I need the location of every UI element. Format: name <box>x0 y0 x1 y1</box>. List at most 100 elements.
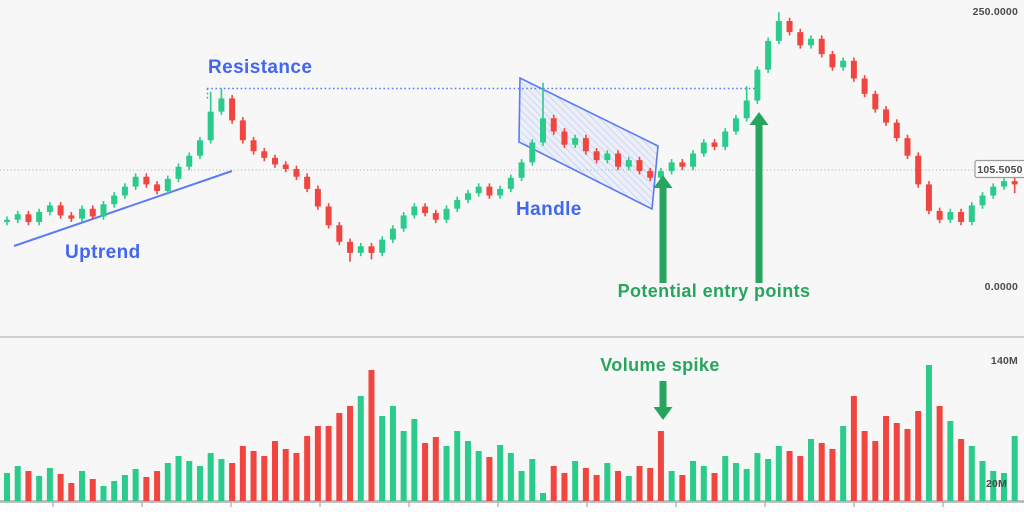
axis-bottom-margin <box>0 503 1024 512</box>
volume-series <box>4 365 1018 501</box>
candle-body <box>282 164 289 169</box>
volume-bar <box>432 437 439 501</box>
volume-bar <box>411 419 418 501</box>
candle-body <box>272 157 278 165</box>
candle-body <box>893 122 900 139</box>
volume-bar <box>561 473 568 501</box>
candle-body <box>636 160 643 172</box>
candle-body <box>111 195 118 205</box>
volume-bar <box>732 463 739 501</box>
candle-body <box>540 118 546 143</box>
volume-bar <box>196 466 203 501</box>
annotation-arrows <box>653 112 769 420</box>
candle-body <box>14 214 21 220</box>
candle-body <box>57 205 64 216</box>
candle-body <box>700 142 707 154</box>
candle-body <box>325 206 332 226</box>
candle-body <box>561 131 568 145</box>
candle-body <box>593 151 600 161</box>
candle-body <box>432 213 439 220</box>
volume-bar <box>615 471 622 501</box>
candle-body <box>861 78 868 94</box>
candle-body <box>486 186 493 196</box>
candle-body <box>990 186 997 196</box>
candle-body <box>497 188 504 196</box>
volume-bar <box>486 457 493 501</box>
volume-bar <box>100 486 107 501</box>
volume-bar <box>357 396 364 501</box>
price-top-label: 250.0000 <box>973 6 1018 18</box>
candle-body <box>690 153 697 167</box>
volume-bar <box>325 426 332 501</box>
volume-bar <box>625 476 632 501</box>
candle-body <box>754 69 761 101</box>
candle-body <box>347 241 354 253</box>
uptrend-trendline <box>13 170 233 247</box>
volume-bar <box>132 469 139 501</box>
volume-bar <box>529 459 536 501</box>
volume-bar <box>293 453 300 501</box>
volume-bar <box>550 466 557 501</box>
volume-bar <box>979 461 986 501</box>
candle-body <box>196 140 203 156</box>
volume-bar <box>389 406 396 501</box>
candle-body <box>154 184 161 192</box>
volume-bar <box>668 471 675 501</box>
candle-body <box>925 184 932 211</box>
volume-bar <box>829 449 836 501</box>
volume-bar <box>239 446 246 501</box>
candle-body <box>68 215 75 219</box>
candle-body <box>668 162 675 172</box>
time-axis-ticks <box>52 501 944 507</box>
candle-body <box>550 118 557 132</box>
volume-bar <box>1011 436 1018 501</box>
candle-body <box>143 176 150 185</box>
volume-bar <box>46 468 53 501</box>
candle-body <box>261 151 268 158</box>
volume-bar <box>786 451 793 501</box>
volume-bar <box>958 439 965 501</box>
volume-bar <box>368 370 375 501</box>
volume-bar <box>754 453 761 501</box>
volume-bar <box>36 476 43 501</box>
volume-bar <box>186 461 193 501</box>
candle-body <box>818 38 825 55</box>
candle-body <box>336 225 343 242</box>
candle-body <box>829 54 836 68</box>
candle-body <box>293 168 300 177</box>
volume-bar <box>314 426 321 501</box>
candle-body <box>711 142 718 147</box>
entry-arrow-1 <box>653 175 673 283</box>
volume-bar <box>936 406 943 501</box>
volume-bottom-label: 20M <box>986 478 1007 490</box>
candle-body <box>582 138 589 152</box>
candle-body <box>239 120 246 141</box>
candle-body <box>947 212 954 220</box>
candle-body <box>379 239 386 253</box>
candle-body <box>464 193 471 200</box>
candle-body <box>968 205 975 222</box>
candle-body <box>743 100 750 119</box>
candle-body <box>1000 181 1007 187</box>
entry-arrow-2 <box>749 112 769 283</box>
candle-body <box>4 219 10 222</box>
candle-body <box>808 38 814 46</box>
volume-bar <box>850 396 857 501</box>
volume-bar <box>422 443 429 501</box>
candle-body <box>679 162 686 167</box>
candle-body <box>904 138 911 156</box>
volume-bar <box>925 365 932 501</box>
uptrend-label: Uptrend <box>65 242 141 263</box>
volume-bar <box>604 463 611 501</box>
volume-bar <box>229 463 236 501</box>
volume-bar <box>79 471 86 501</box>
volume-bar <box>207 453 214 501</box>
volume-bar <box>679 475 686 501</box>
candle-body <box>229 98 236 121</box>
candle-body <box>915 155 922 185</box>
candle-body <box>175 166 182 179</box>
candle-body <box>604 153 611 161</box>
volume-bar <box>572 461 579 501</box>
svg-text:105.5050: 105.5050 <box>977 164 1022 176</box>
